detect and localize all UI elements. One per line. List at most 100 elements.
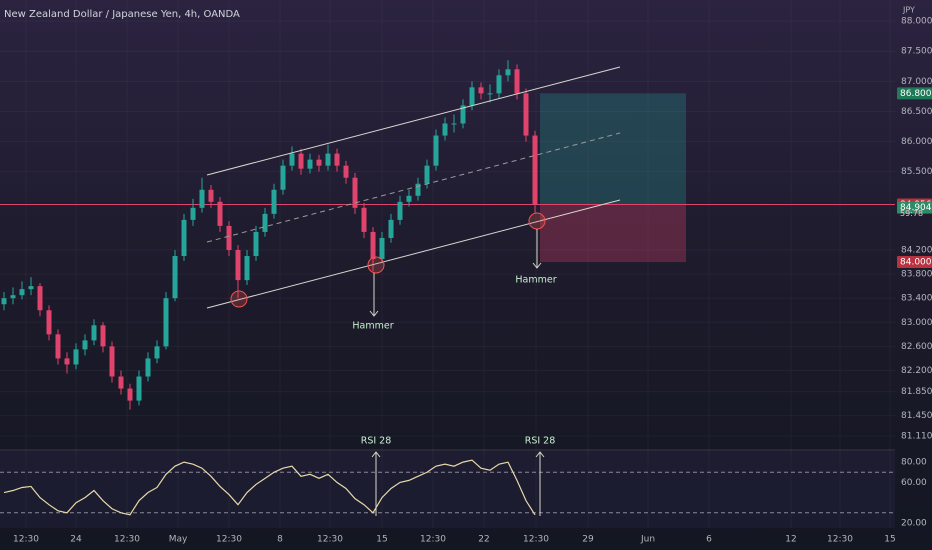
x-tick-label: 15 bbox=[884, 535, 895, 545]
candle-body bbox=[1, 298, 7, 305]
y-tick-label: 85.500 bbox=[901, 167, 932, 177]
arrows bbox=[369, 229, 545, 516]
annotation: Hammer bbox=[352, 321, 393, 332]
y-tick-label: 88.000 bbox=[901, 17, 932, 27]
candle-body bbox=[181, 219, 187, 257]
hammer-circles bbox=[230, 212, 546, 308]
candle-body bbox=[415, 183, 421, 196]
y-tick-label: 81.850 bbox=[901, 387, 932, 397]
candle-body bbox=[154, 346, 160, 359]
rsi-tick-label: 20.00 bbox=[901, 518, 927, 528]
candle-body bbox=[469, 87, 475, 106]
arrow bbox=[369, 273, 379, 317]
y-tick-label: 82.200 bbox=[901, 366, 932, 376]
circle bbox=[528, 212, 546, 230]
candle-body bbox=[478, 87, 484, 94]
x-tick-label: 12:30 bbox=[523, 535, 549, 545]
candle-body bbox=[199, 189, 205, 208]
candle-body bbox=[505, 69, 511, 76]
candle-body bbox=[514, 69, 520, 94]
target-zone bbox=[540, 93, 686, 205]
x-tick-label: 24 bbox=[70, 535, 82, 545]
candle-body bbox=[496, 75, 502, 94]
candle-body bbox=[352, 177, 358, 208]
candle-body bbox=[19, 289, 25, 296]
stop-zone bbox=[540, 204, 686, 263]
rsi-tick-label: 60.00 bbox=[901, 478, 927, 488]
candle-body bbox=[379, 237, 385, 260]
candle-body bbox=[316, 159, 322, 166]
candle-body bbox=[307, 159, 313, 169]
candle-body bbox=[73, 349, 79, 365]
candle-body bbox=[28, 286, 34, 290]
candle-body bbox=[190, 207, 196, 220]
y-tick-label: 83.400 bbox=[901, 294, 932, 304]
candle-body bbox=[91, 325, 97, 341]
x-tick-label: May bbox=[169, 535, 188, 545]
channel bbox=[206, 66, 621, 309]
candle-body bbox=[253, 231, 259, 257]
candle-body bbox=[55, 334, 61, 359]
candle-body bbox=[262, 213, 268, 232]
x-tick-label: 6 bbox=[706, 535, 712, 545]
candle-body bbox=[370, 231, 376, 260]
y-tick-label: 87.500 bbox=[901, 47, 932, 57]
candle-body bbox=[100, 325, 106, 347]
candle-body bbox=[145, 358, 151, 377]
price-label-box bbox=[897, 256, 932, 269]
rsi-tick-label: 80.00 bbox=[901, 458, 927, 468]
countdown: 59:78 bbox=[900, 209, 923, 218]
candle-body bbox=[460, 105, 466, 124]
arrow bbox=[535, 451, 545, 516]
chart-title: New Zealand Dollar / Japanese Yen, 4h, O… bbox=[4, 9, 240, 20]
candle-body bbox=[424, 165, 430, 184]
x-tick-label: 12:30 bbox=[114, 535, 140, 545]
arrow bbox=[371, 451, 381, 516]
circle bbox=[230, 290, 248, 308]
candle-body bbox=[46, 310, 52, 335]
price-label: 84.000 bbox=[900, 258, 932, 268]
candle-body bbox=[289, 153, 295, 166]
annotation: RSI 28 bbox=[525, 436, 556, 447]
channel-upper bbox=[206, 66, 621, 176]
x-tick-label: Jun bbox=[640, 535, 655, 545]
candle-body bbox=[532, 135, 538, 205]
candle-body bbox=[334, 153, 340, 166]
candle-body bbox=[397, 201, 403, 220]
candle-body bbox=[433, 135, 439, 166]
channel-lower bbox=[206, 199, 621, 309]
x-tick-label: 12:30 bbox=[420, 535, 446, 545]
x-tick-label: 22 bbox=[478, 535, 489, 545]
y-tick-label: 83.800 bbox=[901, 270, 932, 280]
y-tick-label: 83.000 bbox=[901, 318, 932, 328]
annotation: Hammer bbox=[515, 275, 556, 286]
y-tick-label: 84.200 bbox=[901, 246, 932, 256]
circle bbox=[367, 256, 385, 274]
candle-body bbox=[361, 207, 367, 232]
candle-body bbox=[37, 286, 43, 311]
candle-body bbox=[217, 201, 223, 226]
candle-body bbox=[82, 340, 88, 350]
candle-body bbox=[226, 225, 232, 250]
candle-body bbox=[136, 376, 142, 401]
candle-body bbox=[298, 153, 304, 169]
y-tick-label: 86.500 bbox=[901, 107, 932, 117]
y-tick-label: 86.000 bbox=[901, 137, 932, 147]
currency: JPY bbox=[902, 6, 915, 15]
x-tick-label: 12:30 bbox=[13, 535, 39, 545]
candle-body bbox=[244, 256, 250, 281]
annotation: RSI 28 bbox=[361, 436, 392, 447]
candle-body bbox=[451, 123, 457, 125]
price-label-box bbox=[897, 87, 932, 100]
candle-body bbox=[64, 358, 70, 365]
price-label-box bbox=[897, 201, 932, 214]
x-tick-label: 15 bbox=[376, 535, 387, 545]
candle-body bbox=[109, 346, 115, 377]
y-tick-label: 82.600 bbox=[901, 342, 932, 352]
candle-body bbox=[280, 165, 286, 190]
x-tick-label: 12:30 bbox=[827, 535, 853, 545]
candle-body bbox=[325, 153, 331, 166]
price-label: 86.800 bbox=[900, 89, 932, 99]
candle-body bbox=[343, 165, 349, 178]
